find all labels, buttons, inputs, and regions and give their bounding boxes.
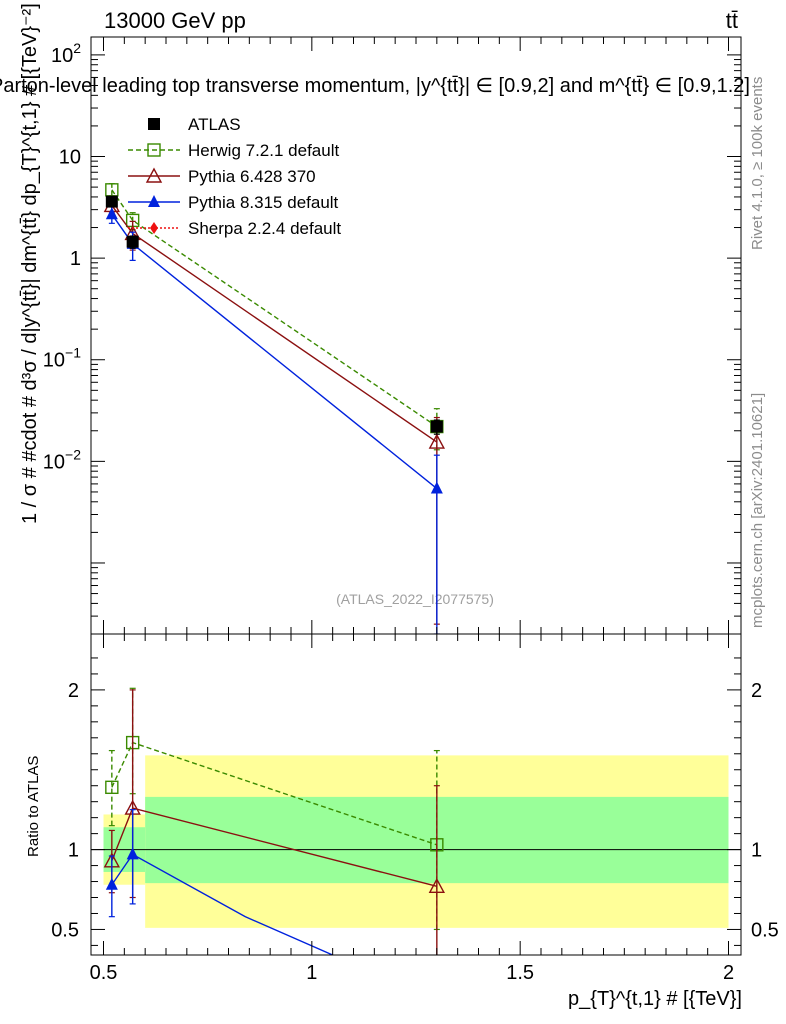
x-axis-label: p_{T}^{t,1} # [{TeV}]: [568, 988, 742, 1010]
main-y-axis: 102 10 1 10−1 10−2: [43, 40, 741, 635]
ratio-pythia8-point: [126, 847, 139, 860]
ratio-uncertainty-bands: [103, 755, 729, 928]
ratio-y-tick-label-right: 2: [751, 680, 762, 702]
main-pythia6-line: [111, 205, 438, 443]
ratio-y-axis: 0.5 0.5 1 1 2 2: [51, 657, 779, 946]
legend-pythia8-marker: [148, 195, 160, 207]
legend-pythia8-label: Pythia 8.315 default: [188, 193, 339, 212]
legend-herwig-label: Herwig 7.2.1 default: [188, 141, 339, 160]
ratio-y-tick-label-left: 1: [68, 840, 79, 862]
plot-title: Parton-level leading top transverse mome…: [0, 75, 750, 97]
process-label: tt̄: [726, 8, 738, 33]
main-y-tick-label: 1: [70, 248, 81, 270]
energy-label: 13000 GeV pp: [104, 8, 246, 33]
analysis-id-watermark: (ATLAS_2022_I2077575): [336, 591, 494, 607]
main-y-tick-label: 10−2: [43, 446, 81, 473]
ratio-panel: 0.5 0.5 1 1 2 2 0.5 1 1.5 2 Ratio to ATLAS p_{T}…: [25, 37, 779, 1010]
x-tick-label: 1: [306, 962, 317, 984]
main-y-tick-label: 10: [59, 147, 81, 169]
main-atlas-point: [430, 420, 443, 433]
main-y-axis-label: 1 / σ # #cdot # d³σ / d|y^{tt̄}| dm^{tt̄…: [19, 3, 41, 524]
main-atlas-point: [105, 195, 118, 208]
mcplots-label: mcplots.cern.ch [arXiv:2401.10621]: [749, 393, 766, 628]
ratio-pythia8-point: [105, 877, 118, 890]
legend-atlas-marker: [148, 118, 160, 130]
main-herwig-line: [111, 189, 438, 428]
x-tick-label: 2: [723, 962, 734, 984]
legend-pythia6-label: Pythia 6.428 370: [188, 167, 316, 186]
main-y-tick-label: 102: [51, 40, 81, 67]
ratio-y-tick-label-right: 1: [751, 840, 762, 862]
ratio-herwig-point: [105, 780, 119, 795]
main-atlas-point: [126, 235, 139, 248]
main-pythia8-point: [430, 481, 443, 494]
main-series-layer: [103, 183, 446, 634]
ratio-y-axis-label: Ratio to ATLAS: [25, 756, 42, 857]
legend-pythia6-marker: [145, 167, 163, 183]
legend-sherpa-marker: [150, 222, 158, 234]
x-tick-label: 1.5: [506, 962, 534, 984]
legend: ATLAS Herwig 7.2.1 default Pythia 6.428 37…: [128, 115, 341, 238]
main-pythia6-point: [428, 433, 446, 449]
ratio-series-layer: [103, 687, 446, 955]
main-pythia8-point: [105, 207, 118, 220]
main-pythia8-line: [111, 213, 438, 490]
rivet-version-label: Rivet 4.1.0, ≥ 100k events: [749, 77, 766, 250]
x-axis: 0.5 1 1.5 2: [90, 37, 734, 984]
ratio-y-tick-label-right: 0.5: [751, 919, 779, 941]
ratio-pythia6-point: [428, 877, 446, 894]
main-panel: 102 10 1 10−1 10−2 1 / σ # #cdot # d³σ / d|y…: [19, 3, 742, 635]
x-tick-label: 0.5: [90, 962, 118, 984]
ratio-y-tick-label-left: 2: [68, 680, 79, 702]
ratio-pythia8-line: [111, 853, 333, 955]
legend-sherpa-label: Sherpa 2.2.4 default: [188, 219, 341, 238]
main-y-tick-label: 10−1: [43, 345, 81, 372]
legend-atlas-label: ATLAS: [188, 115, 241, 134]
ratio-y-tick-label-left: 0.5: [51, 919, 79, 941]
legend-herwig-marker: [147, 143, 161, 157]
